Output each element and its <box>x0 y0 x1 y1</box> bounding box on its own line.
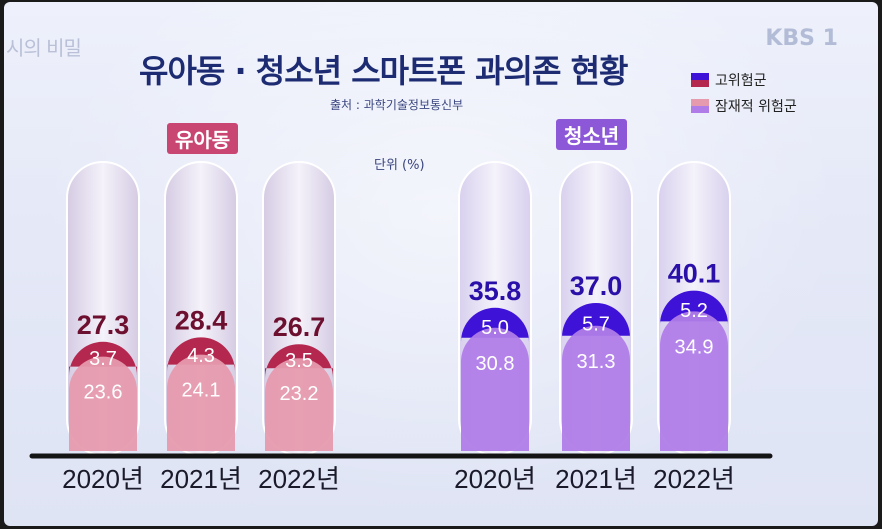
bar-segment-latent-risk <box>562 325 630 451</box>
data-label-latent-risk: 30.8 <box>476 353 515 375</box>
legend-label-latent-risk: 잠재적 위험군 <box>715 99 797 115</box>
legend-swatch-latent-risk <box>691 99 709 113</box>
x-tick-label: 2022년 <box>653 464 735 494</box>
x-tick-label: 2022년 <box>258 464 340 494</box>
bar-segment-latent-risk <box>461 327 529 451</box>
data-label-high-risk: 4.3 <box>187 345 215 367</box>
data-label-total: 28.4 <box>175 305 228 335</box>
x-tick-label: 2020년 <box>454 464 536 494</box>
bar-segment-high-risk <box>562 303 630 337</box>
unit-label: 단위 (%) <box>374 158 425 173</box>
legend-item-high-risk: 고위험군 <box>691 70 767 90</box>
data-label-total: 40.1 <box>668 259 721 289</box>
x-tick-label: 2020년 <box>62 464 144 494</box>
chart-plot: 23.6 3.7 27.3 2020년 24.1 4.3 28.4 2021년 23.2 3.5 2… <box>29 161 773 494</box>
x-tick-label: 2021년 <box>555 464 637 494</box>
legend-label-high-risk: 고위험군 <box>715 73 767 89</box>
kbs-logo: KBS 1 <box>765 26 838 51</box>
group-label-kids: 유아동 <box>167 123 239 154</box>
bar-segment-latent-risk <box>265 358 333 451</box>
data-label-high-risk: 5.7 <box>582 313 610 335</box>
background-glow <box>4 2 878 526</box>
bar-segment-latent-risk <box>660 311 728 451</box>
program-logo: 시의 비밀 <box>6 36 82 60</box>
bar-segment-latent-risk <box>69 356 137 451</box>
data-label-high-risk: 5.0 <box>481 317 509 339</box>
data-label-latent-risk: 24.1 <box>182 380 221 402</box>
data-label-high-risk: 5.2 <box>680 300 708 322</box>
data-label-total: 27.3 <box>77 310 130 340</box>
data-label-latent-risk: 23.6 <box>84 382 123 404</box>
tv-screen: 시의 비밀 KBS 1 유아동 · 청소년 스마트폰 과의존 현황 출처 : 과… <box>4 2 878 526</box>
group-label-teens: 청소년 <box>556 119 628 150</box>
data-label-total: 35.8 <box>469 276 522 306</box>
legend-item-latent-risk: 잠재적 위험군 <box>691 96 797 116</box>
data-label-high-risk: 3.5 <box>285 350 313 372</box>
data-label-latent-risk: 23.2 <box>280 383 319 405</box>
data-label-total: 37.0 <box>570 271 623 301</box>
data-label-latent-risk: 34.9 <box>675 336 714 358</box>
chart-title: 유아동 · 청소년 스마트폰 과의존 현황 <box>139 52 628 90</box>
data-label-high-risk: 3.7 <box>89 348 117 370</box>
bar-segment-latent-risk <box>167 354 235 451</box>
chart-source: 출처 : 과학기술정보통신부 <box>330 98 464 112</box>
x-tick-label: 2021년 <box>160 464 242 494</box>
data-label-total: 26.7 <box>273 312 326 342</box>
legend-swatch-high-risk <box>691 73 709 87</box>
data-label-latent-risk: 31.3 <box>577 351 616 373</box>
